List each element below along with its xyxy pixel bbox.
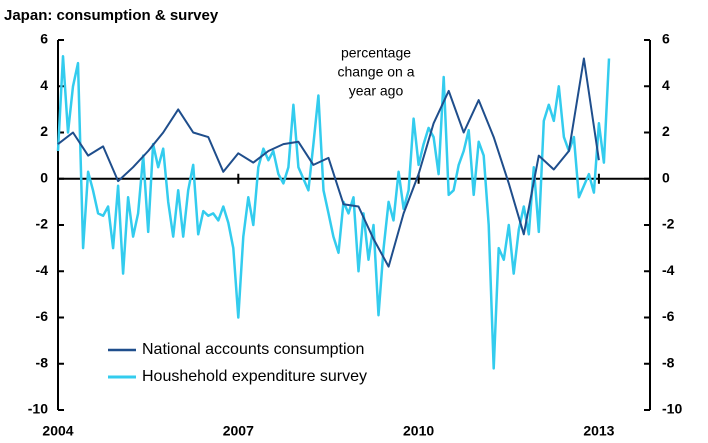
y-tick-label: -10 (28, 401, 48, 417)
y2-tick-label: -2 (662, 216, 675, 232)
x-tick-label: 2007 (223, 423, 254, 439)
y-tick-label: -8 (36, 354, 49, 370)
y-tick-label: 2 (40, 123, 48, 139)
y2-tick-label: 0 (662, 169, 670, 185)
y-tick-label: -6 (36, 308, 49, 324)
y2-tick-label: -4 (662, 262, 675, 278)
y2-tick-label: -8 (662, 354, 675, 370)
chart-title: Japan: consumption & survey (4, 7, 219, 24)
y-tick-label: 0 (40, 169, 48, 185)
x-tick-label: 2010 (403, 423, 434, 439)
y-tick-label: 4 (40, 77, 48, 93)
legend-label: Houshehold expenditure survey (142, 368, 367, 385)
y2-tick-label: -10 (662, 401, 682, 417)
y2-tick-label: -6 (662, 308, 675, 324)
y-tick-label: 6 (40, 31, 48, 47)
annotation: year ago (349, 83, 404, 99)
x-tick-label: 2004 (42, 423, 73, 439)
y-tick-label: -2 (36, 216, 49, 232)
y-tick-label: -4 (36, 262, 49, 278)
y2-tick-label: 6 (662, 31, 670, 47)
y2-tick-label: 2 (662, 123, 670, 139)
y2-tick-label: 4 (662, 77, 670, 93)
annotation: change on a (337, 64, 414, 80)
series-line (57, 57, 600, 268)
legend-label: National accounts consumption (142, 341, 364, 358)
x-tick-label: 2013 (583, 423, 614, 439)
series-line (56, 54, 611, 370)
annotation: percentage (341, 45, 411, 61)
